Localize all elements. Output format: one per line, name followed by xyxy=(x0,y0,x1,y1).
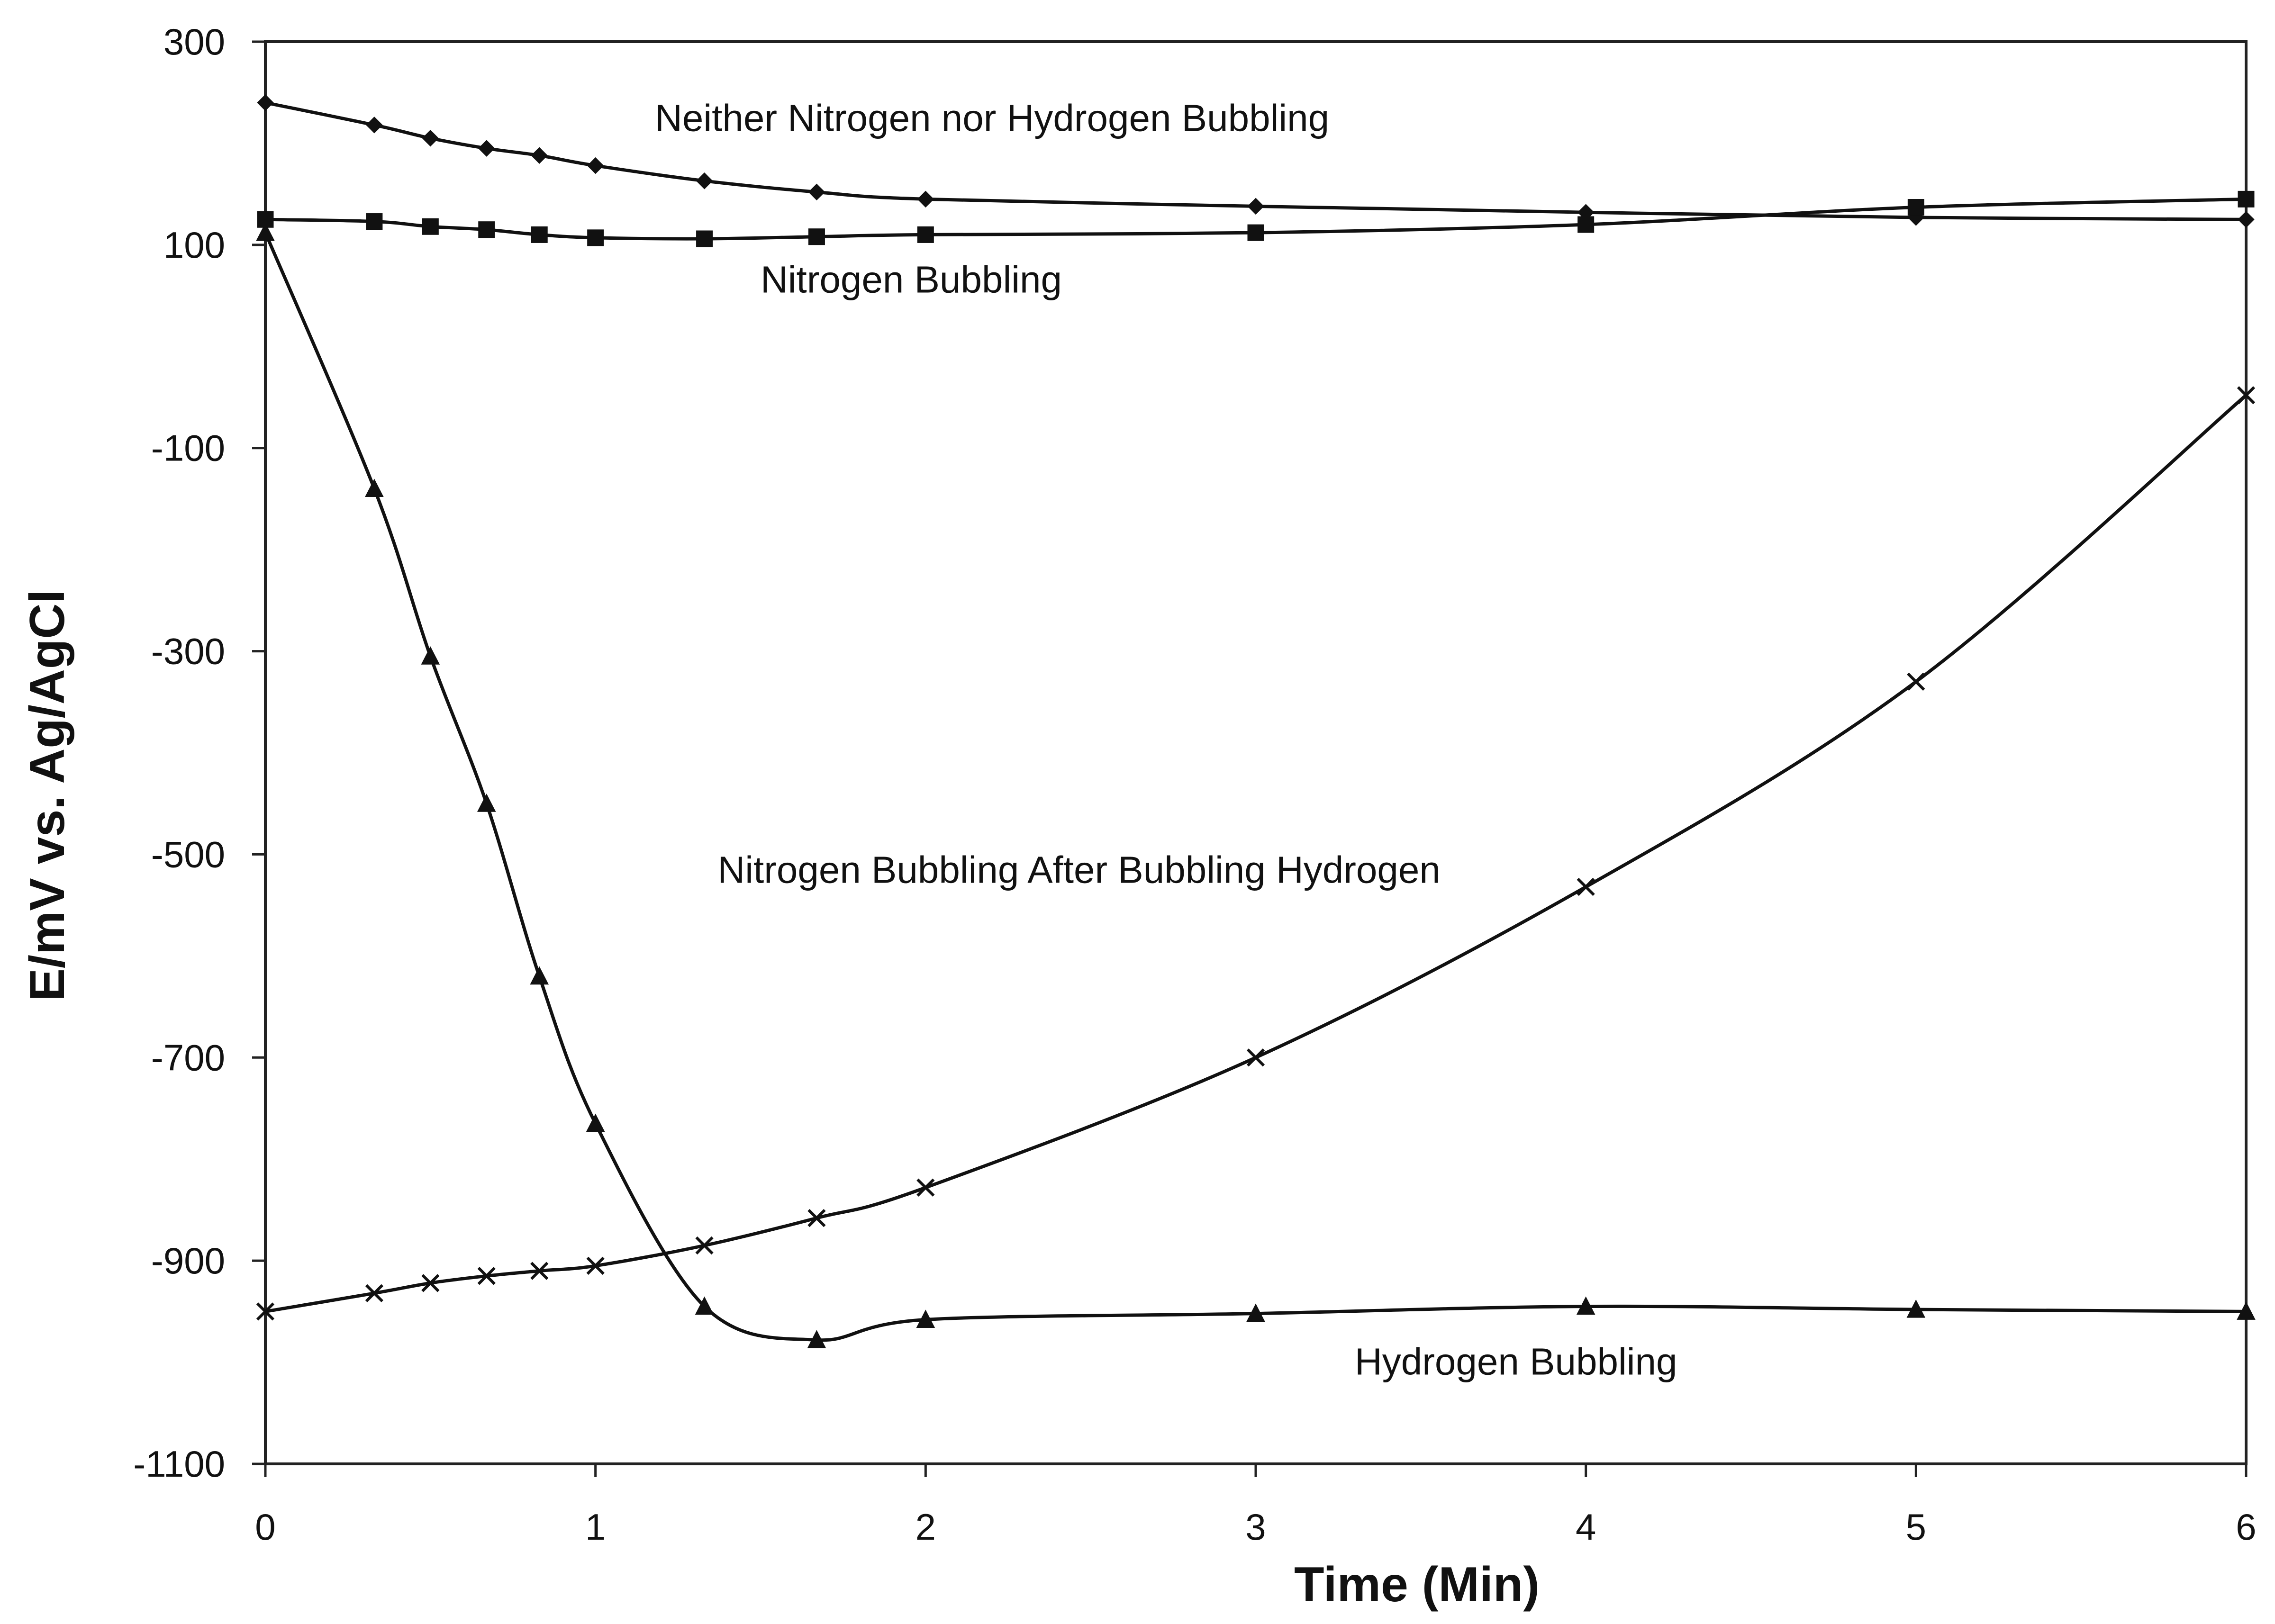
x-tick-label: 0 xyxy=(255,1506,275,1548)
series-annotation: Nitrogen Bubbling After Bubbling Hydroge… xyxy=(717,848,1440,891)
data-point-square xyxy=(808,228,825,245)
y-tick-label: -1100 xyxy=(133,1443,225,1485)
data-point-triangle xyxy=(807,1330,826,1348)
series-1 xyxy=(257,190,2255,247)
data-point-square xyxy=(917,226,934,243)
annotation-layer: Neither Nitrogen nor Hydrogen Bubbling Ni… xyxy=(655,97,1677,1383)
data-point-x xyxy=(695,1236,714,1255)
data-point-diamond xyxy=(587,157,604,174)
data-point-triangle xyxy=(477,794,496,812)
x-axis: 0 1 2 3 4 5 6 xyxy=(255,1464,2257,1548)
data-point-x xyxy=(1577,877,1595,896)
data-point-triangle xyxy=(530,966,549,985)
data-point-x xyxy=(1907,672,1925,691)
data-point-square xyxy=(366,213,383,230)
y-tick-label: -500 xyxy=(151,833,225,875)
data-point-diamond xyxy=(257,94,274,111)
x-tick-label: 4 xyxy=(1576,1506,1596,1548)
data-point-square xyxy=(478,221,495,238)
data-point-triangle xyxy=(916,1309,935,1328)
x-tick-label: 2 xyxy=(915,1506,936,1548)
data-point-triangle xyxy=(1576,1296,1595,1315)
series-3 xyxy=(256,386,2256,1321)
data-point-x xyxy=(1246,1048,1265,1067)
data-point-diamond xyxy=(366,117,383,134)
data-point-diamond xyxy=(2238,211,2255,228)
x-tick-label: 5 xyxy=(1906,1506,1926,1548)
data-point-diamond xyxy=(531,147,548,164)
data-point-diamond xyxy=(917,190,934,208)
data-point-x xyxy=(586,1256,605,1275)
data-point-square xyxy=(1577,216,1595,233)
data-point-square xyxy=(696,230,713,247)
data-point-diamond xyxy=(1247,198,1264,215)
data-point-x xyxy=(807,1209,826,1227)
data-point-triangle xyxy=(256,223,275,241)
series-annotation: Nitrogen Bubbling xyxy=(761,259,1062,301)
data-point-triangle xyxy=(365,478,384,497)
data-point-triangle xyxy=(1906,1299,1926,1318)
data-point-x xyxy=(916,1178,935,1197)
y-tick-label: -100 xyxy=(151,427,225,469)
series-2 xyxy=(256,223,2256,1348)
x-tick-label: 1 xyxy=(585,1506,606,1548)
data-point-x xyxy=(256,1302,275,1321)
y-tick-label: 300 xyxy=(163,21,225,63)
data-point-x xyxy=(421,1274,440,1292)
data-point-triangle xyxy=(586,1113,605,1132)
y-axis: 300 100 -100 -300 -500 -700 -900 -1100 xyxy=(133,21,265,1485)
y-axis-title: E/mV vs. Ag/AgCl xyxy=(20,590,75,1001)
data-point-square xyxy=(1247,224,1264,241)
y-tick-label: -300 xyxy=(151,631,225,672)
y-tick-label: -900 xyxy=(151,1240,225,1281)
series-line xyxy=(263,101,2248,221)
data-point-triangle xyxy=(695,1296,714,1315)
data-point-diamond xyxy=(422,129,439,147)
data-point-x xyxy=(477,1267,496,1285)
data-point-diamond xyxy=(478,140,495,157)
series-layer xyxy=(256,94,2256,1348)
x-tick-label: 3 xyxy=(1245,1506,1266,1548)
data-point-x xyxy=(2237,386,2256,405)
data-point-diamond xyxy=(808,183,825,201)
data-point-square xyxy=(587,229,604,246)
y-tick-label: 100 xyxy=(163,224,225,266)
data-point-triangle xyxy=(2237,1301,2256,1320)
y-tick-label: -700 xyxy=(151,1037,225,1078)
data-point-square xyxy=(1907,199,1924,216)
x-axis-title: Time (Min) xyxy=(1294,1557,1540,1612)
data-point-triangle xyxy=(1246,1303,1265,1322)
data-point-diamond xyxy=(696,172,713,189)
data-point-square xyxy=(422,218,439,235)
x-tick-label: 6 xyxy=(2236,1506,2256,1548)
data-point-square xyxy=(531,226,548,243)
series-0 xyxy=(257,94,2255,228)
data-point-square xyxy=(2238,190,2255,208)
data-point-x xyxy=(530,1262,549,1280)
series-annotation: Neither Nitrogen nor Hydrogen Bubbling xyxy=(655,97,1329,139)
data-point-x xyxy=(365,1284,384,1302)
series-line xyxy=(263,197,2248,241)
series-annotation: Hydrogen Bubbling xyxy=(1355,1340,1677,1382)
data-point-triangle xyxy=(421,646,440,665)
